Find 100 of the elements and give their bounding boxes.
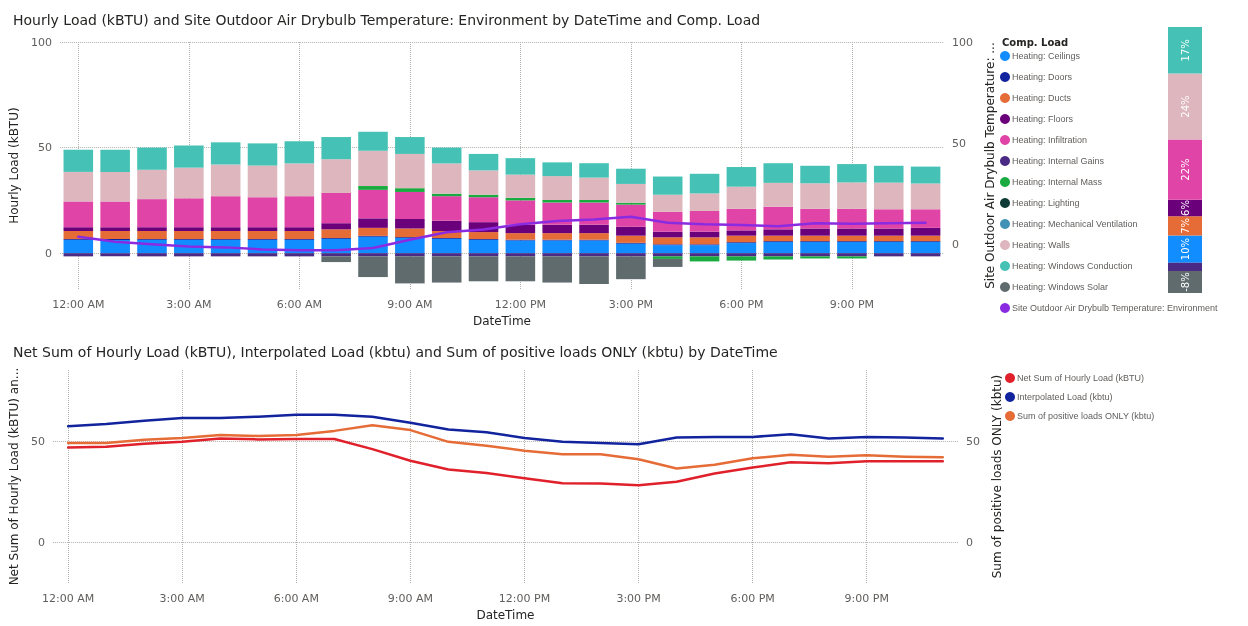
chart-title: Net Sum of Hourly Load (kBTU), Interpolated Load (kbtu) and Sum of positive loads ONLY (kbtu) by DateTime (13, 344, 778, 360)
y-axis-title: Hourly Load (kBTU) (7, 107, 21, 224)
legend-label: Interpolated Load (kbtu) (1017, 392, 1113, 402)
line-series (77, 215, 927, 252)
bar (321, 223, 351, 230)
legend-label: Heating: Mechanical Ventilation (1012, 219, 1138, 229)
y2-tick-label: 50 (952, 136, 966, 150)
legend-label: Heating: Internal Mass (1012, 177, 1103, 187)
x-axis-title: DateTime (472, 314, 531, 328)
bar (652, 176, 683, 195)
bar (358, 131, 388, 151)
bar (358, 150, 388, 187)
bar (174, 167, 204, 199)
legend-label: Heating: Internal Gains (1012, 156, 1105, 166)
bar (873, 228, 904, 236)
bar (431, 196, 462, 221)
data-label: 7% (1179, 217, 1191, 234)
bar (689, 237, 720, 245)
y-tick-label: 0 (44, 246, 52, 260)
bar (579, 163, 609, 178)
bar (284, 141, 315, 164)
bar (800, 228, 830, 236)
x-tick-label: 12:00 PM (494, 298, 547, 312)
bar (652, 237, 683, 245)
bar (763, 235, 794, 242)
bar (652, 194, 683, 212)
legend-label: Heating: Ducts (1012, 93, 1072, 103)
bar (468, 256, 499, 282)
bar (100, 149, 130, 172)
bar (174, 227, 204, 232)
bar (837, 228, 867, 236)
bar (63, 227, 94, 232)
bar (1168, 235, 1202, 263)
bar (321, 193, 351, 224)
bar (763, 229, 794, 236)
legend-label: Net Sum of Hourly Load (kBTU) (1017, 373, 1145, 383)
x-tick-label: 9:00 AM (387, 298, 433, 312)
bar (800, 242, 830, 254)
bar (616, 235, 646, 243)
x-tick-label: 12:00 PM (498, 592, 551, 606)
bar (873, 253, 904, 257)
bar (247, 143, 278, 166)
legend-label: Heating: Ceilings (1012, 51, 1081, 61)
bar (358, 189, 388, 219)
x-tick-label: 6:00 AM (276, 298, 322, 312)
x-tick-label: 3:00 AM (159, 592, 205, 606)
bar (174, 231, 204, 240)
x-tick-label: 6:00 PM (730, 592, 775, 606)
bar (800, 183, 830, 209)
bar (100, 231, 130, 240)
bar (579, 240, 609, 254)
bar (468, 197, 499, 223)
bar (505, 253, 536, 257)
bar (652, 258, 683, 267)
bar (284, 253, 315, 257)
y-tick-label: 100 (30, 35, 52, 49)
bar (100, 227, 130, 232)
y2-axis-title: Site Outdoor Air Drybulb Temperature: ... (982, 42, 997, 289)
bar (763, 182, 794, 207)
line-series (66, 423, 945, 470)
legend-title: Comp. Load (1002, 36, 1069, 48)
bar (247, 197, 278, 228)
bar (1168, 73, 1202, 140)
bar (395, 137, 425, 154)
bar (395, 153, 425, 189)
bar (652, 245, 683, 254)
bar (358, 253, 388, 257)
bar (505, 256, 536, 282)
bar (431, 238, 462, 254)
bar (873, 182, 904, 210)
bar (358, 227, 388, 236)
legend-label: Heating: Floors (1012, 114, 1074, 124)
y-tick-label: 50 (37, 141, 52, 155)
y2-tick-label: 0 (966, 536, 973, 550)
bar (726, 167, 757, 187)
bar (284, 163, 315, 197)
bar (395, 256, 425, 284)
bar (431, 253, 462, 257)
y2-axis-title: Sum of positive loads ONLY (kbtu) (989, 374, 1004, 579)
bar (321, 256, 351, 263)
bar (431, 147, 462, 164)
bar (468, 239, 499, 254)
legend-label: Site Outdoor Air Drybulb Temperature: Environment (1012, 303, 1218, 313)
y2-tick-label: 0 (952, 238, 959, 252)
bar (174, 253, 204, 257)
bar (505, 200, 536, 225)
bar (616, 183, 646, 203)
legend-label: Heating: Doors (1012, 72, 1073, 82)
chart-title: Hourly Load (kBTU) and Site Outdoor Air Drybulb Temperature: Environment by DateTime and Comp. Load (13, 12, 761, 28)
data-label: 17% (1179, 39, 1191, 62)
bar (321, 137, 351, 160)
bar (726, 256, 757, 261)
y-axis-title: Net Sum of Hourly Load (kBTU) an... (7, 367, 21, 586)
bar (505, 158, 536, 175)
x-tick-label: 3:00 PM (616, 592, 661, 606)
bar (689, 253, 720, 257)
bar (284, 231, 315, 240)
x-tick-label: 6:00 PM (719, 298, 764, 312)
bar (1168, 27, 1202, 74)
legend-label: Sum of positive loads ONLY (kbtu) (1017, 411, 1155, 421)
